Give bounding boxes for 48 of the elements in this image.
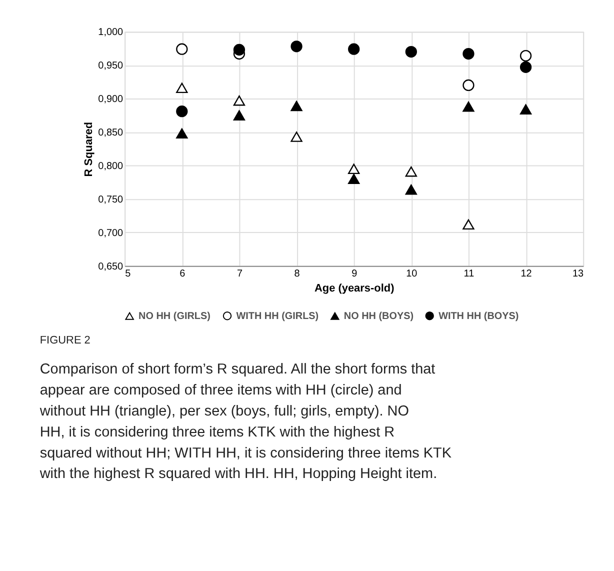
point xyxy=(520,61,532,73)
x-tick-label: 11 xyxy=(464,268,475,280)
caption: FIGURE 2 xyxy=(40,334,90,347)
x-tick-label: 7 xyxy=(236,268,243,280)
point xyxy=(176,43,188,55)
legend-label: NO HH (GIRLS) xyxy=(138,311,210,322)
point xyxy=(462,219,474,230)
point xyxy=(233,96,246,106)
y-tick-label: 0,950 xyxy=(98,60,124,72)
x-tick-label: 13 xyxy=(572,268,584,280)
x-tick-label: 10 xyxy=(406,268,418,280)
x-axis-title: Age (years-old) xyxy=(314,282,395,294)
x-tick-label: 12 xyxy=(520,268,532,280)
x-tick-label: 6 xyxy=(180,268,186,280)
point xyxy=(405,184,417,195)
point xyxy=(405,166,417,177)
point xyxy=(405,46,417,58)
point xyxy=(233,44,246,56)
legend-label: WITH HH (BOYS) xyxy=(438,310,519,322)
point xyxy=(290,40,302,52)
point xyxy=(520,50,532,62)
point xyxy=(462,102,474,112)
point xyxy=(176,128,188,139)
x-tick-label: 5 xyxy=(125,268,132,280)
text: Comparison of short form’s R squared. All the short forms that appear are composed of three items with HH (circle) and without HH (triangle), per sex (boys, full; girls, empty). NO HH, it is considering three items KTK with the highest R squared without HH; WITH HH, it is considering three items KTK with the highest R squared with HH. HH, Hopping Height item. xyxy=(38,362,452,482)
y-tick-label: 0,650 xyxy=(98,261,124,272)
y-tick-label: 0,750 xyxy=(98,194,124,206)
x-tick-label: 9 xyxy=(352,268,358,280)
y-axis-title: R Squared xyxy=(83,122,96,177)
point xyxy=(176,82,188,94)
y-tick-label: 0,900 xyxy=(98,94,124,106)
legend-label: NO HH (BOYS) xyxy=(344,311,414,322)
point xyxy=(233,110,246,120)
point xyxy=(290,132,302,142)
point xyxy=(348,164,360,174)
y-tick-label: 0,700 xyxy=(98,228,124,239)
point xyxy=(462,79,474,92)
y-tick-label: 0,850 xyxy=(98,128,124,139)
y-tick-label: 1,000 xyxy=(98,27,124,38)
legend-label: WITH HH (GIRLS) xyxy=(236,310,319,322)
point xyxy=(462,48,474,60)
point xyxy=(348,43,360,55)
point xyxy=(520,104,532,114)
point xyxy=(290,100,302,112)
x-tick-label: 8 xyxy=(294,268,300,280)
y-tick-label: 0,800 xyxy=(98,161,124,172)
point xyxy=(348,174,360,184)
point xyxy=(176,106,188,118)
